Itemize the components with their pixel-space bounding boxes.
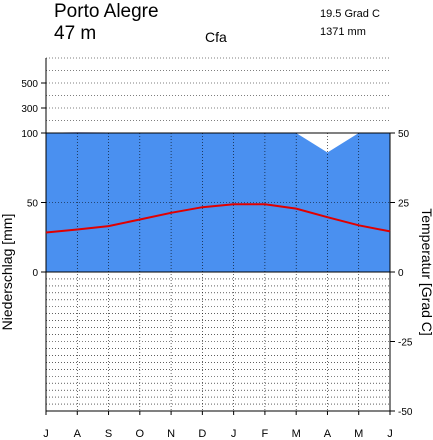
right-axis-title: Temperatur [Grad C] (419, 208, 433, 336)
month-label: J (231, 428, 237, 440)
humid-base-area (46, 204, 390, 272)
right-tick-label: 25 (398, 199, 410, 210)
annual-precipitation: 1371 mm (320, 26, 366, 38)
month-label: F (262, 428, 269, 440)
station-elevation: 47 m (54, 23, 96, 44)
month-label: A (74, 428, 82, 440)
humid-area (46, 133, 390, 233)
temperature-line (45, 203, 391, 234)
right-tick-label: -50 (398, 407, 413, 418)
climate-class: Cfa (205, 29, 227, 45)
right-tick-label: -25 (398, 338, 413, 349)
station-name: Porto Alegre (54, 1, 159, 22)
month-label: J (387, 428, 393, 440)
left-tick-label: 500 (21, 79, 38, 90)
right-tick-label: 50 (398, 129, 410, 140)
left-tick-label: 300 (21, 104, 38, 115)
left-axis-title: Niederschlag [mm] (0, 214, 15, 331)
month-label: A (324, 428, 332, 440)
month-label: M (292, 428, 301, 440)
month-label: O (136, 428, 145, 440)
left-tick-label: 50 (27, 199, 39, 210)
month-label: J (43, 428, 49, 440)
month-label: N (167, 428, 175, 440)
month-label: M (354, 428, 363, 440)
left-tick-label: 0 (32, 268, 38, 279)
month-label: D (198, 428, 206, 440)
mean-temperature: 19.5 Grad C (320, 8, 380, 20)
right-tick-label: 0 (398, 268, 404, 279)
month-label: S (105, 428, 112, 440)
left-tick-label: 100 (21, 129, 38, 140)
